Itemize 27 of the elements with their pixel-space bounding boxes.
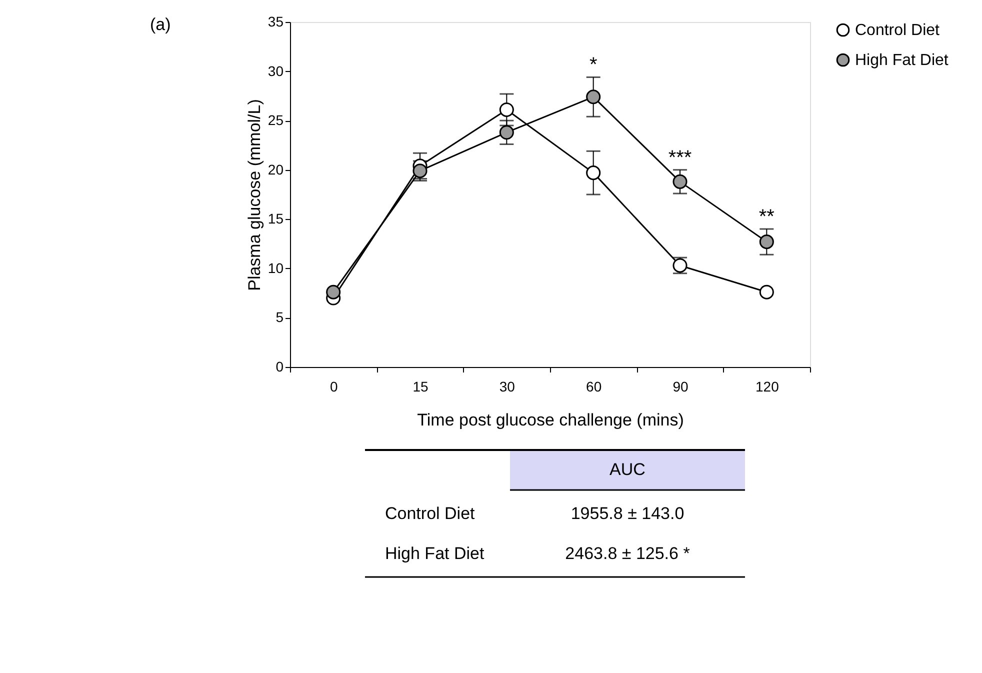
y-tick-label: 25 bbox=[268, 112, 284, 128]
y-tick-label: 0 bbox=[276, 358, 284, 374]
annotation: ** bbox=[758, 206, 775, 228]
x-tick-label: 60 bbox=[586, 378, 602, 394]
legend-label: Control Diet bbox=[855, 22, 940, 39]
y-tick-label: 30 bbox=[268, 62, 284, 79]
y-axis-title: Plasma glucose (mmol/L) bbox=[244, 99, 264, 291]
text: Control Diet bbox=[385, 504, 476, 523]
y-tick-label: 15 bbox=[268, 210, 284, 227]
x-axis-title: Time post glucose challenge (mins) bbox=[417, 410, 684, 430]
text: AUC bbox=[610, 460, 646, 479]
x-tick-label: 30 bbox=[499, 378, 516, 394]
x-tick-label: 15 bbox=[412, 378, 428, 394]
x-tick-label: 0 bbox=[330, 378, 338, 394]
annotation: * bbox=[589, 54, 598, 76]
legend-label: High Fat Diet bbox=[855, 52, 949, 69]
y-tick-label: 20 bbox=[268, 161, 284, 178]
y-tick-label: 10 bbox=[268, 260, 284, 276]
annotation: *** bbox=[668, 146, 692, 169]
y-tick-label: 5 bbox=[276, 309, 284, 326]
x-tick-label: 90 bbox=[672, 378, 688, 394]
text: (a) bbox=[150, 15, 171, 34]
y-tick-label: 35 bbox=[268, 14, 284, 30]
text: 1955.8 ± 143.0 bbox=[570, 504, 684, 523]
x-tick-label: 120 bbox=[755, 378, 780, 394]
text: High Fat Diet bbox=[385, 544, 484, 563]
text: 2463.8 ± 125.6 * bbox=[565, 544, 690, 563]
